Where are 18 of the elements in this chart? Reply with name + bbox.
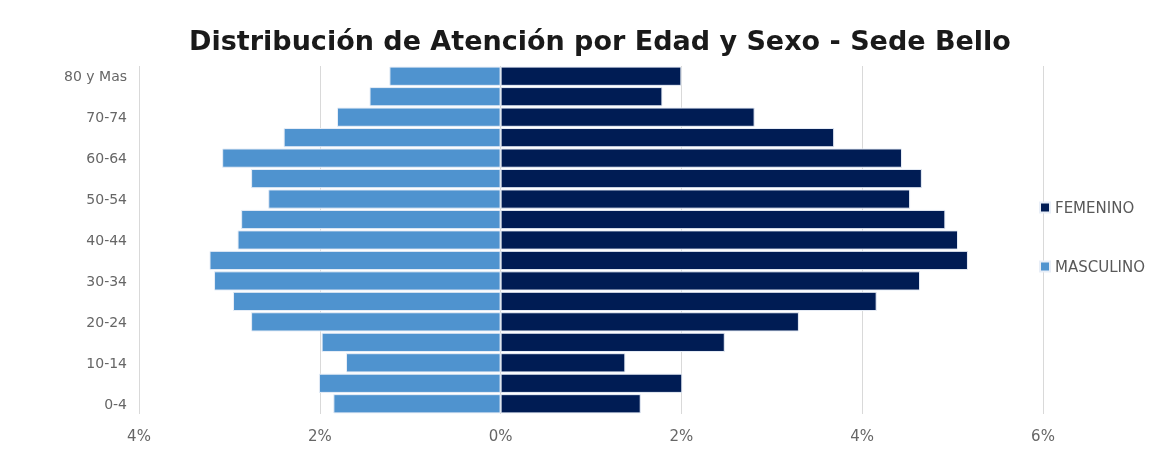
- y-tick-label: 40-44: [86, 232, 128, 248]
- y-tick-label: 80 y Mas: [64, 68, 127, 85]
- x-tick-label: 0%: [488, 426, 513, 445]
- x-tick-label: 2%: [669, 426, 694, 445]
- y-tick-label: 70-74: [86, 109, 128, 126]
- y-tick-label: 10-14: [86, 354, 128, 371]
- y-tick-label: 20-24: [86, 313, 128, 330]
- chart-title: Distribución de Atención por Edad y Sexo - Sede Bello: [189, 25, 1011, 56]
- y-tick-label: 30-34: [86, 272, 128, 289]
- legend-label: MASCULINO: [1055, 257, 1146, 276]
- x-tick-label: 2%: [307, 426, 332, 445]
- y-tick-label: 0-4: [104, 395, 128, 412]
- x-tick-label: 6%: [1031, 426, 1055, 445]
- x-tick-label: 4%: [127, 426, 151, 445]
- legend-label: FEMENINO: [1055, 198, 1135, 217]
- y-tick-label: 60-64: [86, 150, 128, 167]
- x-tick-label: 4%: [850, 426, 875, 445]
- y-tick-label: 50-54: [86, 191, 128, 208]
